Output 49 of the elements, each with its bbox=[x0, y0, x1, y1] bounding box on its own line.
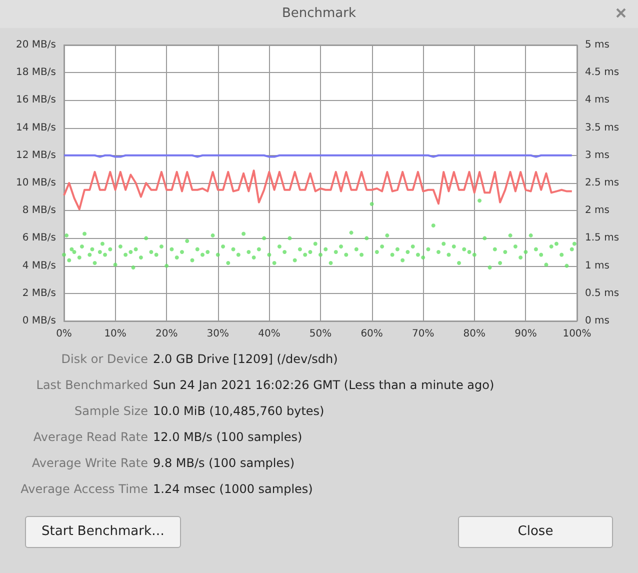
text: Average Write Rate bbox=[32, 456, 148, 470]
y-tick-label: 16 MB/s bbox=[16, 94, 56, 106]
y-tick-label: 4 MB/s bbox=[22, 260, 56, 272]
y2-tick-label: 1.5 ms bbox=[585, 232, 620, 244]
chart-title: Benchmark bbox=[0, 0, 638, 28]
y-tick-label: 10 MB/s bbox=[16, 178, 56, 188]
x-tick-label: 20% bbox=[155, 328, 178, 340]
x-tick-label: 40% bbox=[258, 328, 280, 340]
y-tick-label: 14 MB/s bbox=[16, 122, 56, 134]
y2-tick-label: 3 ms bbox=[585, 150, 610, 161]
y2-tick-label: 1 ms bbox=[585, 260, 610, 272]
text: Close bbox=[458, 516, 613, 548]
y-tick-label: 20 MB/s bbox=[16, 40, 56, 50]
y-tick-label: 18 MB/s bbox=[16, 67, 56, 78]
y-tick-label: 8 MB/s bbox=[22, 205, 56, 216]
line-series bbox=[63, 170, 573, 210]
text: 12.0 MB/s (100 samples) bbox=[153, 430, 302, 444]
y2-tick-label: 2.5 ms bbox=[585, 178, 620, 188]
x-tick-label: 10% bbox=[104, 328, 126, 340]
x-tick-label: 90% bbox=[514, 328, 537, 340]
y-tick-label: 12 MB/s bbox=[16, 150, 56, 161]
y2-tick-label: 0.5 ms bbox=[585, 288, 620, 299]
text: Disk or Device bbox=[61, 352, 148, 366]
y2-tick-label: 3.5 ms bbox=[585, 122, 620, 134]
text: Start Benchmark… bbox=[25, 516, 181, 548]
x-tick-label: 30% bbox=[206, 328, 230, 340]
y2-tick-label: 2 ms bbox=[585, 205, 610, 216]
x-tick-label: 60% bbox=[360, 328, 383, 340]
text: 1.24 msec (1000 samples) bbox=[153, 482, 313, 496]
text: 10.0 MiB (10,485,760 bytes) bbox=[153, 404, 324, 418]
text: Last Benchmarked bbox=[36, 378, 148, 392]
y-tick-label: 0 MB/s bbox=[22, 316, 56, 326]
y-tick-label: 2 MB/s bbox=[22, 288, 56, 299]
x-tick-label: 70% bbox=[412, 328, 434, 340]
x-tick-label: 0% bbox=[56, 328, 72, 340]
text: 2.0 GB Drive [1209] (/dev/sdh) bbox=[153, 352, 338, 366]
x-tick-label: 100% bbox=[562, 328, 592, 340]
y-tick-label: 6 MB/s bbox=[22, 232, 56, 244]
y2-tick-label: 0 ms bbox=[585, 316, 610, 326]
text: 9.8 MB/s (100 samples) bbox=[153, 456, 295, 470]
x-tick-label: 80% bbox=[463, 328, 486, 340]
y2-tick-label: 5 ms bbox=[585, 40, 610, 50]
text: Average Read Rate bbox=[33, 430, 148, 444]
text: Sun 24 Jan 2021 16:02:26 GMT (Less than a minute ago) bbox=[153, 378, 494, 392]
text: Average Access Time bbox=[20, 482, 148, 496]
text: Sample Size bbox=[74, 404, 148, 418]
y2-tick-label: 4.5 ms bbox=[585, 67, 620, 78]
y2-tick-label: 4 ms bbox=[585, 94, 610, 106]
x-tick-label: 50% bbox=[309, 328, 332, 340]
